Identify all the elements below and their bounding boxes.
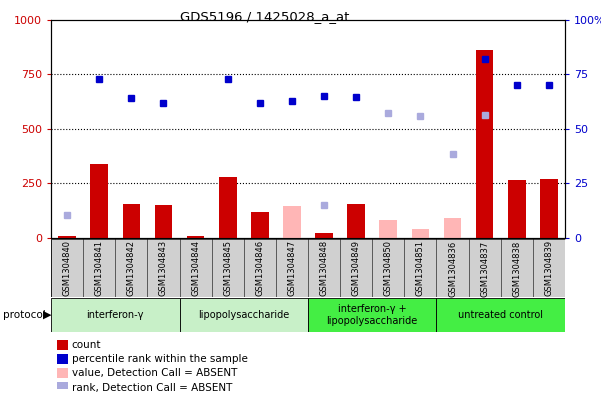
Text: GSM1304849: GSM1304849 (352, 240, 361, 296)
Text: GSM1304851: GSM1304851 (416, 240, 425, 296)
Bar (308, 298, 436, 332)
Text: interferon-γ: interferon-γ (87, 310, 144, 320)
Text: GDS5196 / 1425028_a_at: GDS5196 / 1425028_a_at (180, 10, 350, 23)
Text: GSM1304842: GSM1304842 (127, 240, 136, 296)
Bar (51, 298, 180, 332)
Text: interferon-γ +
lipopolysaccharide: interferon-γ + lipopolysaccharide (326, 304, 418, 325)
Bar (58, 236, 76, 238)
Text: count: count (72, 340, 101, 350)
Text: GSM1304837: GSM1304837 (480, 240, 489, 297)
Text: rank, Detection Call = ABSENT: rank, Detection Call = ABSENT (72, 382, 232, 393)
Text: GSM1304847: GSM1304847 (287, 240, 296, 296)
Bar (347, 204, 365, 238)
Text: GSM1304836: GSM1304836 (448, 240, 457, 297)
Bar (56, 340, 69, 350)
Bar (56, 354, 69, 364)
Text: lipopolysaccharide: lipopolysaccharide (198, 310, 290, 320)
Bar (56, 382, 69, 393)
Text: GSM1304839: GSM1304839 (545, 240, 554, 296)
Bar (436, 298, 565, 332)
Bar (444, 218, 462, 238)
Bar (476, 50, 493, 238)
Bar (123, 204, 140, 238)
Bar (379, 220, 397, 238)
Text: GSM1304844: GSM1304844 (191, 240, 200, 296)
Text: GSM1304843: GSM1304843 (159, 240, 168, 296)
Text: GSM1304840: GSM1304840 (63, 240, 72, 296)
Text: ▶: ▶ (43, 310, 52, 320)
Bar (540, 179, 558, 238)
Bar (251, 211, 269, 238)
Bar (90, 163, 108, 238)
Text: GSM1304846: GSM1304846 (255, 240, 264, 296)
Text: value, Detection Call = ABSENT: value, Detection Call = ABSENT (72, 368, 237, 378)
Bar (283, 206, 300, 238)
Bar (180, 298, 308, 332)
Text: protocol: protocol (3, 310, 46, 320)
Text: percentile rank within the sample: percentile rank within the sample (72, 354, 248, 364)
Text: GSM1304838: GSM1304838 (512, 240, 521, 297)
Text: GSM1304841: GSM1304841 (95, 240, 104, 296)
Bar (56, 368, 69, 378)
Bar (316, 233, 333, 238)
Bar (51, 239, 565, 297)
Bar (508, 180, 526, 238)
Text: GSM1304845: GSM1304845 (223, 240, 232, 296)
Text: untreated control: untreated control (458, 310, 543, 320)
Bar (412, 230, 429, 238)
Text: GSM1304848: GSM1304848 (320, 240, 329, 296)
Bar (219, 177, 237, 238)
Text: GSM1304850: GSM1304850 (384, 240, 393, 296)
Bar (154, 205, 172, 238)
Bar (187, 236, 204, 238)
